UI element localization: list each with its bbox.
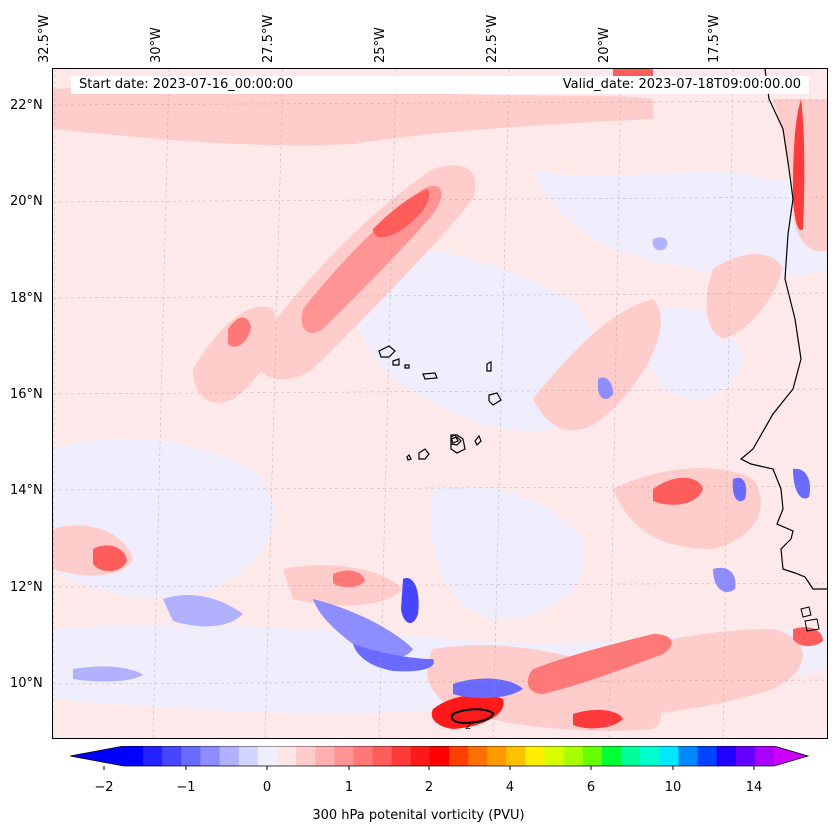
cbar-tick-6: 6 (586, 780, 596, 795)
colorbar-segment (716, 746, 737, 766)
colorbar-segment (601, 746, 622, 766)
colorbar-segment (754, 746, 775, 766)
colorbar-segment (506, 746, 526, 766)
colorbar-segment (257, 746, 278, 766)
colorbar-segment (487, 746, 507, 766)
african-coastline (739, 69, 827, 590)
colorbar-segment (238, 746, 259, 766)
colorbar-segment (315, 746, 335, 766)
colorbar-segment (468, 746, 488, 766)
graticule (53, 69, 827, 738)
colorbar-segment (391, 746, 412, 766)
cbar-tick-14: 14 (745, 780, 763, 795)
cape-verde-islands (378, 345, 502, 461)
cbar-tick-1: 1 (344, 780, 354, 795)
negative-pv-regions (73, 237, 811, 699)
colorbar-segment (296, 746, 316, 766)
colorbar-segment (276, 746, 297, 766)
colorbar-segment (735, 746, 756, 766)
colorbar-segment (621, 746, 641, 766)
lat-label-12N: 12°N (10, 580, 43, 595)
colorbar-segment (449, 746, 469, 766)
lon-label-27.5W: 27.5°W (261, 14, 276, 63)
cbar-tick-10: 10 (664, 780, 682, 795)
start-date-label: Start date: 2023-07-16_00:00:00 (79, 77, 294, 92)
lon-label-30W: 30°W (149, 27, 164, 63)
cbar-tick-2: 2 (424, 780, 434, 795)
colorbar-segment (525, 746, 546, 766)
cbar-tick-0: 0 (262, 780, 272, 795)
colorbar-segment (124, 746, 144, 766)
colorbar-segment (659, 746, 679, 766)
lon-label-32.5W: 32.5°W (37, 14, 52, 63)
lat-label-16N: 16°N (10, 387, 43, 402)
colorbar-segment (544, 746, 565, 766)
contour-label: 2 (465, 721, 471, 732)
colorbar-segment (582, 746, 603, 766)
colorbar-segment (200, 746, 221, 766)
colorbar-segment (410, 746, 431, 766)
valid-date-label: Valid_date: 2023-07-18T09:00:00.00 (562, 77, 801, 92)
colorbar-segment (372, 746, 393, 766)
colorbar-segment (143, 746, 163, 766)
lat-label-10N: 10°N (10, 676, 43, 691)
lon-label-20W: 20°W (597, 27, 612, 63)
cbar-tick-neg1: −1 (176, 780, 196, 795)
lon-label-25W: 25°W (373, 27, 388, 63)
colorbar-segment (429, 746, 450, 766)
lat-label-22N: 22°N (10, 98, 43, 113)
lon-label-22.5W: 22.5°W (485, 14, 500, 63)
colorbar-segment (353, 746, 374, 766)
colorbar-segment (563, 746, 584, 766)
pv-map: 2 Start date: 2023-07-16_00:00:00 Valid_… (52, 68, 828, 739)
colorbar-graphic (69, 745, 810, 770)
colorbar-segment (181, 746, 201, 766)
colorbar-segment (334, 746, 354, 766)
colorbar-under-extend (70, 746, 124, 766)
pv-field: 2 (53, 69, 827, 738)
lon-label-17.5W: 17.5°W (707, 14, 722, 63)
pv-2-contour (450, 708, 495, 725)
lat-label-20N: 20°N (10, 194, 43, 209)
cbar-tick-4: 4 (505, 780, 515, 795)
colorbar-segment (219, 746, 240, 766)
colorbar-segment (678, 746, 699, 766)
cbar-tick-neg2: −2 (94, 780, 114, 795)
colorbar-outline (69, 745, 810, 767)
colorbar (69, 745, 810, 776)
colorbar-segment (162, 746, 182, 766)
colorbar-segment (640, 746, 660, 766)
lat-label-18N: 18°N (10, 291, 43, 306)
colorbar-title: 300 hPa potenital vorticity (PVU) (312, 808, 525, 823)
lat-label-14N: 14°N (10, 483, 43, 498)
date-info-box: Start date: 2023-07-16_00:00:00 Valid_da… (71, 76, 809, 94)
coast-detail-islands (800, 606, 820, 632)
colorbar-segment (697, 746, 718, 766)
colorbar-over-extend (774, 746, 808, 766)
